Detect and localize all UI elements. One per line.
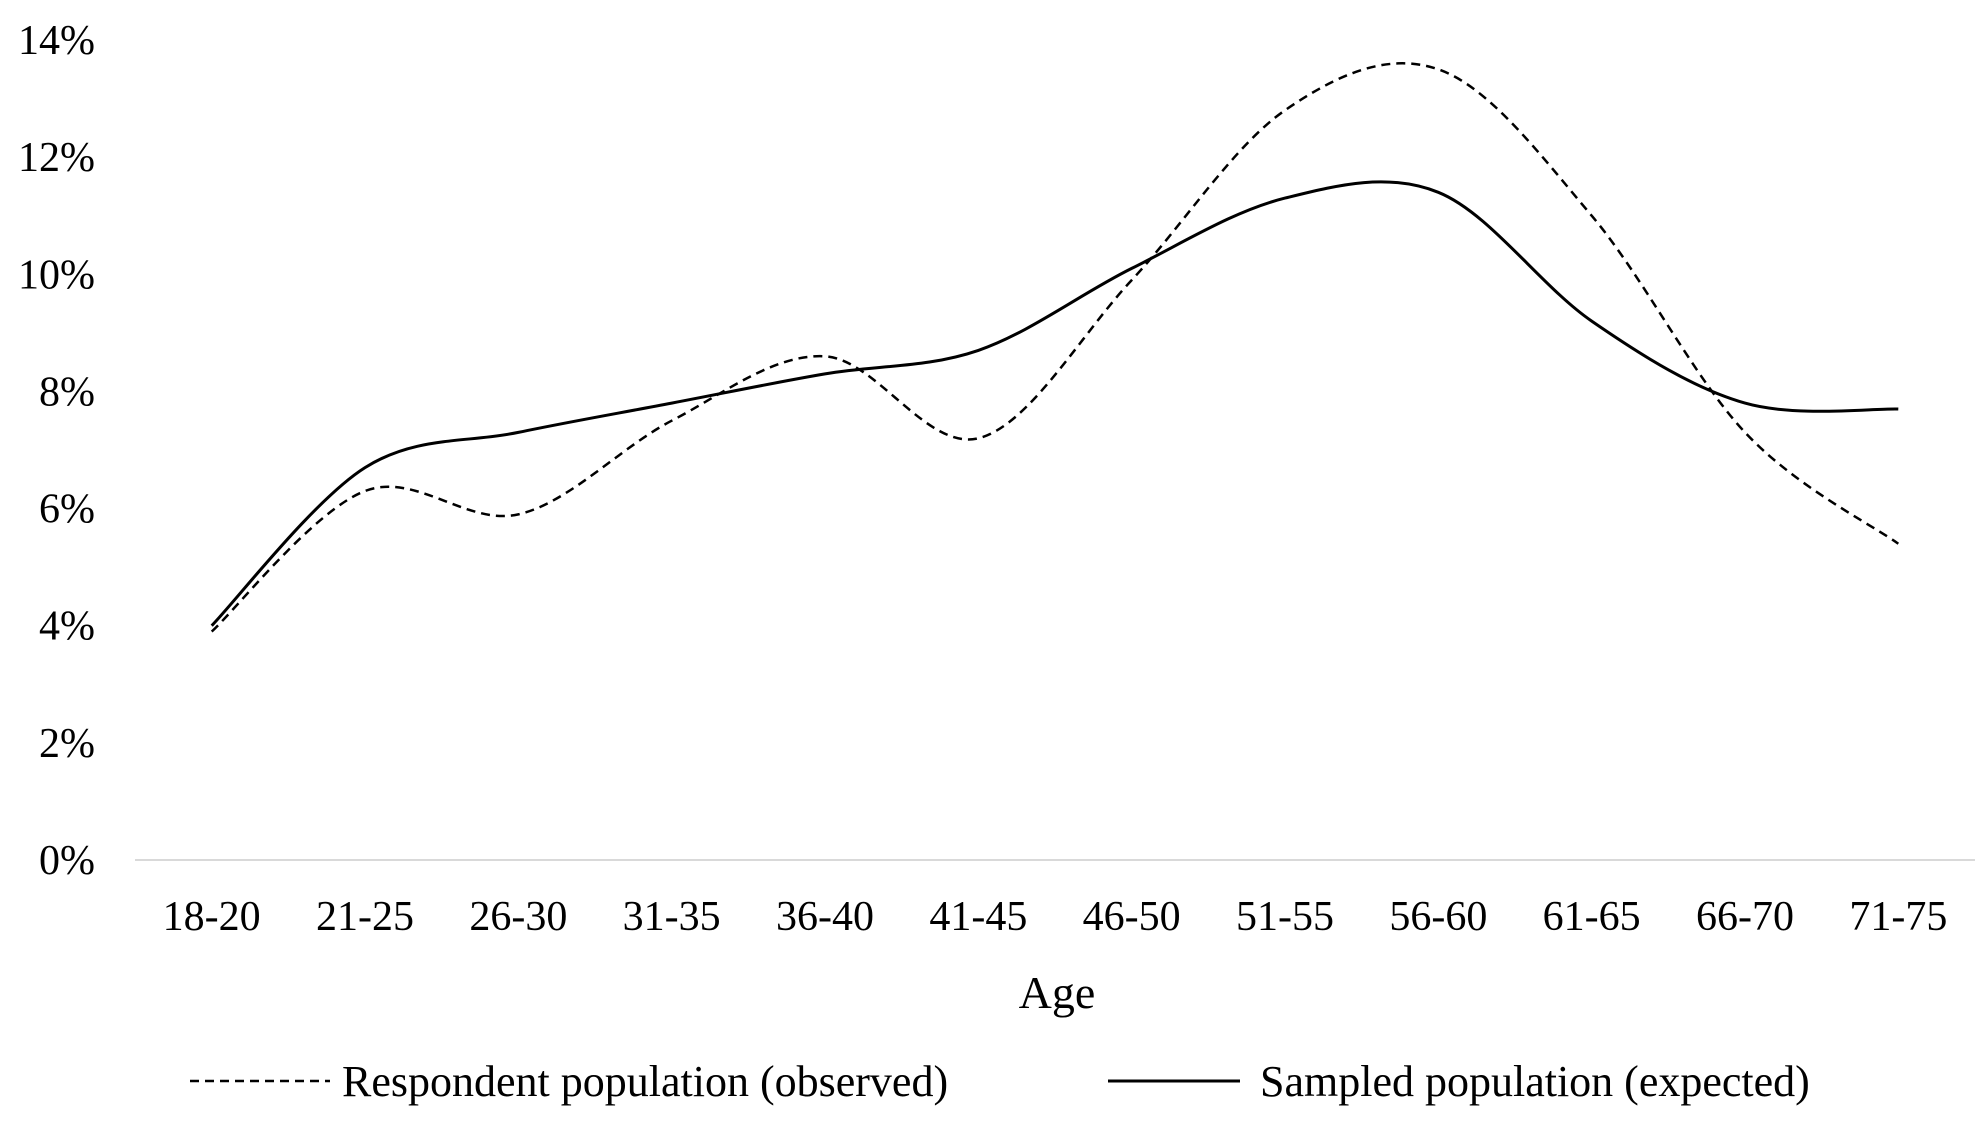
x-tick-label: 71-75 [1849, 894, 1947, 940]
y-tick-label: 10% [18, 252, 95, 298]
x-axis-tick-labels: 18-20 21-25 26-30 31-35 36-40 41-45 46-50 51-55… [163, 894, 1948, 940]
legend: Respondent population (observed) Sampled … [190, 1057, 1810, 1106]
y-tick-label: 4% [39, 604, 95, 650]
x-tick-label: 66-70 [1696, 894, 1794, 940]
x-tick-label: 18-20 [163, 894, 261, 940]
series-line-respondent [210, 62, 1900, 633]
x-tick-label: 51-55 [1236, 894, 1334, 940]
x-axis-title: Age [1019, 967, 1096, 1018]
legend-label: Respondent population (observed) [342, 1057, 948, 1106]
y-tick-label: 0% [39, 838, 95, 884]
x-tick-label: 41-45 [929, 894, 1027, 940]
y-tick-label: 2% [39, 721, 95, 767]
y-tick-label: 8% [39, 369, 95, 415]
x-tick-label: 46-50 [1083, 894, 1181, 940]
x-tick-label: 21-25 [316, 894, 414, 940]
x-tick-label: 31-35 [623, 894, 721, 940]
series-line-sampled [210, 180, 1899, 627]
x-tick-label: 56-60 [1389, 894, 1487, 940]
y-tick-label: 12% [18, 135, 95, 181]
y-tick-label: 6% [39, 487, 95, 533]
y-axis-tick-labels: 0% 2% 4% 6% 8% 10% 12% 14% [18, 18, 95, 884]
x-tick-label: 26-30 [469, 894, 567, 940]
x-tick-label: 36-40 [776, 894, 874, 940]
legend-label: Sampled population (expected) [1260, 1057, 1810, 1106]
x-tick-label: 61-65 [1543, 894, 1641, 940]
series-lines [210, 62, 1900, 633]
y-tick-label: 14% [18, 18, 95, 64]
